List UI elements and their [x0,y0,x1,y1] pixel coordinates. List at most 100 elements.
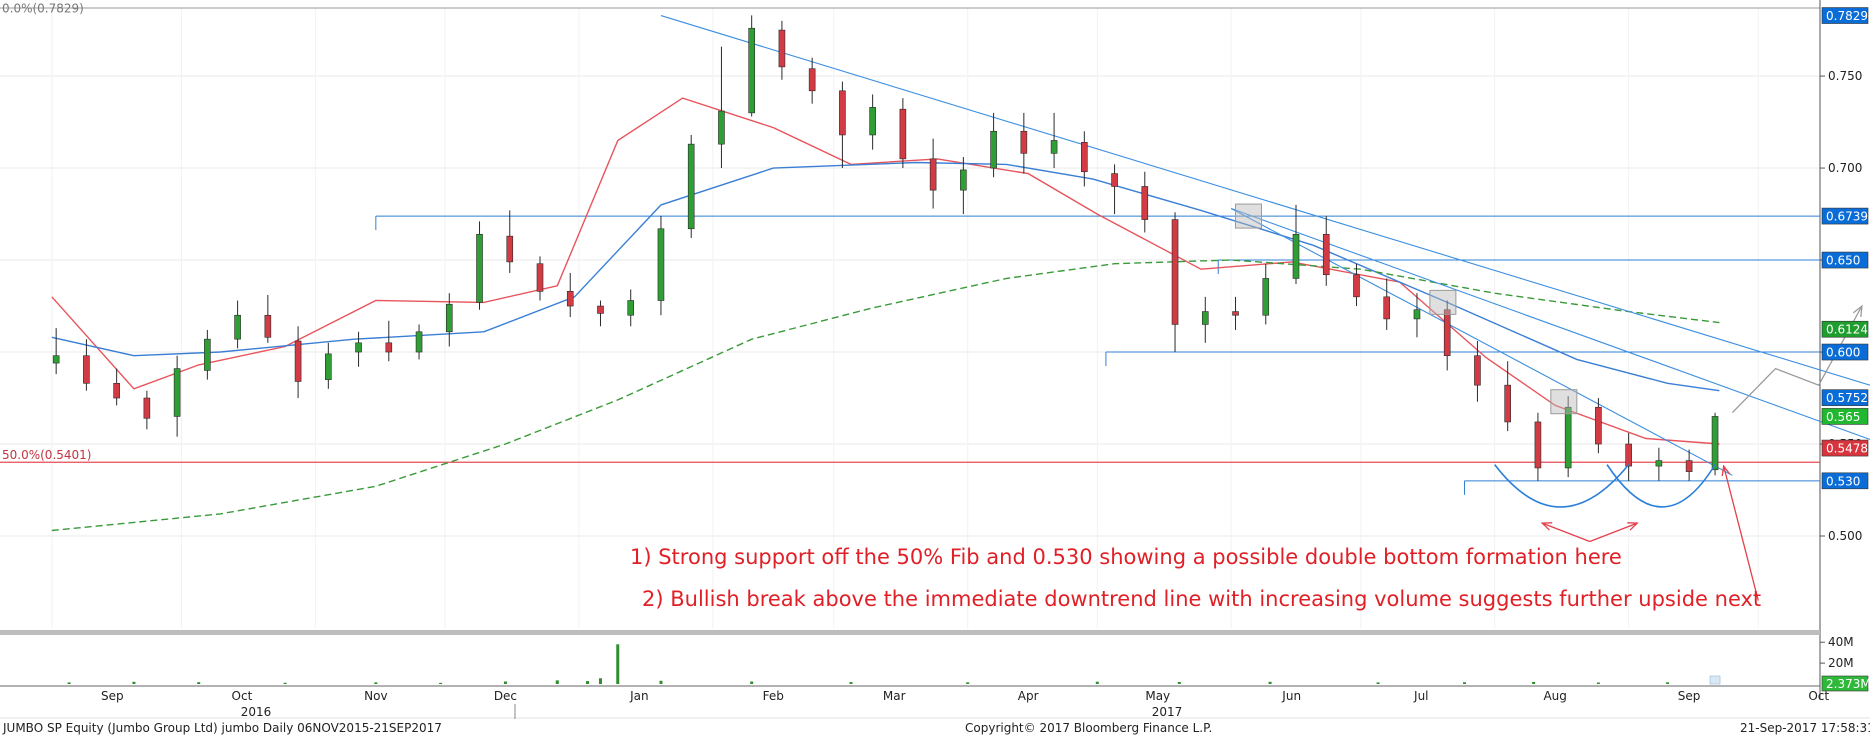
candle-body-4 [173,368,181,417]
projection-arrowhead [1852,304,1863,318]
price-label-4: 0.600 [1826,346,1860,360]
volume-bar-7 [555,680,559,684]
x-month-label-0: Sep [101,689,124,703]
candle-body-41 [1292,233,1300,279]
volume-current-box [1821,675,1869,692]
trendline-1 [1230,208,1733,476]
volume-bar-20 [1532,681,1536,684]
candle-body-0 [52,355,60,364]
x-month-label-8: May [1145,689,1170,703]
candle-body-36 [1141,186,1149,220]
price-label-0: 0.7829 [1826,9,1868,23]
candle-body-37 [1171,219,1179,325]
double-bottom-arc-1 [1606,464,1716,508]
x-year-label-1: 2017 [1152,705,1183,719]
volume-bar-1 [132,681,136,684]
candle-body-34 [1081,142,1088,173]
price-label-3: 0.6124 [1826,323,1868,337]
candle-body-2 [113,383,120,399]
price-label-box-1 [1821,207,1869,225]
panel-divider [0,630,1820,635]
candle-body-43 [1353,274,1360,298]
x-month-label-9: Jun [1281,689,1301,703]
arrow-left-head [1540,522,1553,531]
volume-bar-4 [374,682,378,684]
candle-body-25 [808,68,816,92]
candle-body-31 [990,130,997,169]
candle-body-9 [325,353,332,380]
annotation-1: 1) Strong support off the 50% Fib and 0.… [630,545,1622,569]
x-month-label-11: Aug [1543,689,1566,703]
candle-body-21 [687,143,695,230]
arrow-right-head [1627,522,1639,531]
price-label-1: 0.6739 [1826,210,1868,224]
volume-current-label: 2.373M [1826,677,1870,691]
candle-body-18 [597,305,604,314]
volume-bar-8 [586,681,590,684]
volume-bar-5 [439,682,443,684]
candle-body-1 [83,355,90,384]
volume-bar-19 [1462,682,1466,684]
volume-bar-18 [1376,682,1380,684]
candle-body-28 [899,108,907,160]
candle-body-48 [1504,384,1511,423]
annotation-2: 2) Bullish break above the immediate dow… [642,587,1762,611]
arrow-up [1723,465,1759,601]
x-month-label-12: Sep [1678,689,1701,703]
price-label-5: 0.5752 [1826,391,1868,405]
candle-body-6 [234,314,241,340]
candle-body-8 [294,340,302,382]
candle-body-51 [1595,406,1602,445]
candle-body-52 [1625,443,1632,467]
price-label-7: 0.5478 [1826,442,1868,456]
volume-bar-14 [966,682,970,684]
candle-body-45 [1413,309,1421,320]
volume-bar-2 [197,682,201,684]
candle-body-5 [204,338,211,371]
fib-label-0: 0.0%(0.7829) [2,2,84,16]
volume-bar-6 [503,681,507,684]
candle-body-23 [748,27,755,114]
x-month-label-4: Jan [629,689,649,703]
price-label-box-7 [1821,439,1869,457]
footer-copyright: Copyright© 2017 Bloomberg Finance L.P. [965,721,1213,735]
volume-bar-15 [1095,681,1099,684]
candle-body-22 [718,110,725,145]
volume-bar-21 [1596,682,1600,684]
volume-bar-16 [1177,682,1181,684]
double-bottom-arc-0 [1494,464,1630,508]
highlight-box-2 [1550,389,1578,415]
series-line-1 [51,161,1720,392]
candle-body-26 [839,90,846,136]
price-label-6: 0.565 [1826,410,1860,424]
candle-body-19 [627,300,635,316]
candle-body-49 [1534,421,1542,469]
price-label-box-6 [1821,408,1869,425]
candle-body-3 [143,397,151,419]
candle-body-55 [1711,416,1719,471]
highlight-box-1 [1429,289,1457,315]
x-month-label-3: Dec [494,689,517,703]
price-label-box-4 [1821,343,1869,361]
price-label-box-8 [1821,472,1869,490]
candle-body-27 [869,107,876,136]
candle-body-17 [566,291,574,307]
y-tick-label-5: 0.750 [1828,69,1862,83]
volume-bar-10 [616,644,620,684]
candle-body-24 [778,29,786,68]
candle-body-13 [445,303,453,333]
candle-body-30 [960,169,967,191]
volume-marker [1709,675,1721,685]
x-month-label-13: Oct [1808,689,1829,703]
x-month-label-1: Oct [232,689,253,703]
candle-body-42 [1322,233,1330,276]
series-line-2 [51,259,1720,532]
candle-body-33 [1050,140,1058,154]
price-label-box-5 [1821,389,1869,406]
price-label-box-3 [1821,320,1869,338]
candle-body-10 [355,342,362,353]
highlight-box-0 [1234,203,1262,229]
candle-body-54 [1685,460,1693,472]
x-month-label-2: Nov [364,689,387,703]
